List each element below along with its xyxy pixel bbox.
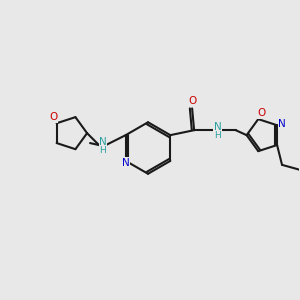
Text: N: N xyxy=(278,119,286,129)
Text: O: O xyxy=(257,108,265,118)
Text: H: H xyxy=(214,130,221,140)
Text: N: N xyxy=(99,137,107,147)
Text: N: N xyxy=(122,158,130,168)
Text: O: O xyxy=(188,97,196,106)
Text: O: O xyxy=(50,112,58,122)
Text: N: N xyxy=(214,122,222,132)
Text: H: H xyxy=(100,146,106,154)
